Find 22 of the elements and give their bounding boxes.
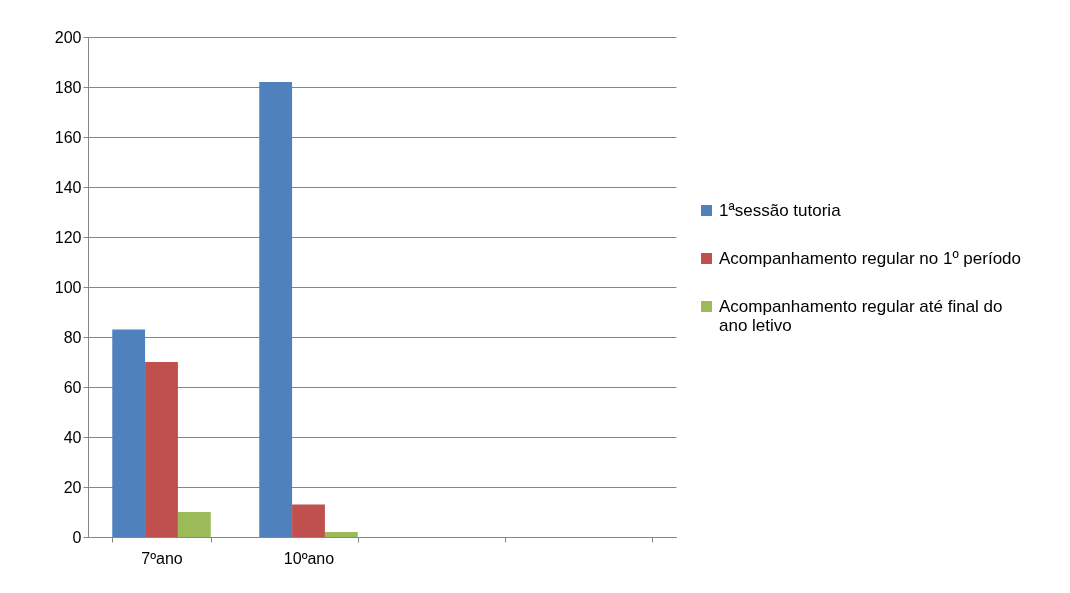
bar <box>324 532 358 537</box>
bar <box>145 362 178 537</box>
y-tick-label: 120 <box>54 228 82 246</box>
y-tick-label: 40 <box>63 428 82 446</box>
x-tick-label: 10ºano <box>283 549 335 567</box>
legend-label: Acompanhamento regular até final do ano letivo <box>719 296 1003 335</box>
y-tick-label: 80 <box>63 328 82 346</box>
legend-label: 1ªsessão tutoria <box>719 200 842 220</box>
y-tick-label: 140 <box>54 178 82 196</box>
bar <box>292 504 325 537</box>
legend-label: Acompanhamento regular no 1º período <box>719 248 1022 268</box>
bar <box>177 512 211 537</box>
y-tick-label: 20 <box>63 478 82 496</box>
y-tick-label: 200 <box>54 28 82 46</box>
bar <box>259 82 293 537</box>
x-tick-label: 7ºano <box>141 549 183 567</box>
y-tick-label: 160 <box>54 128 82 146</box>
y-tick-label: 0 <box>72 528 82 546</box>
y-tick-label: 60 <box>63 378 82 396</box>
y-tick-label: 180 <box>54 78 82 96</box>
y-tick-label: 100 <box>54 278 82 296</box>
bar <box>112 329 146 537</box>
